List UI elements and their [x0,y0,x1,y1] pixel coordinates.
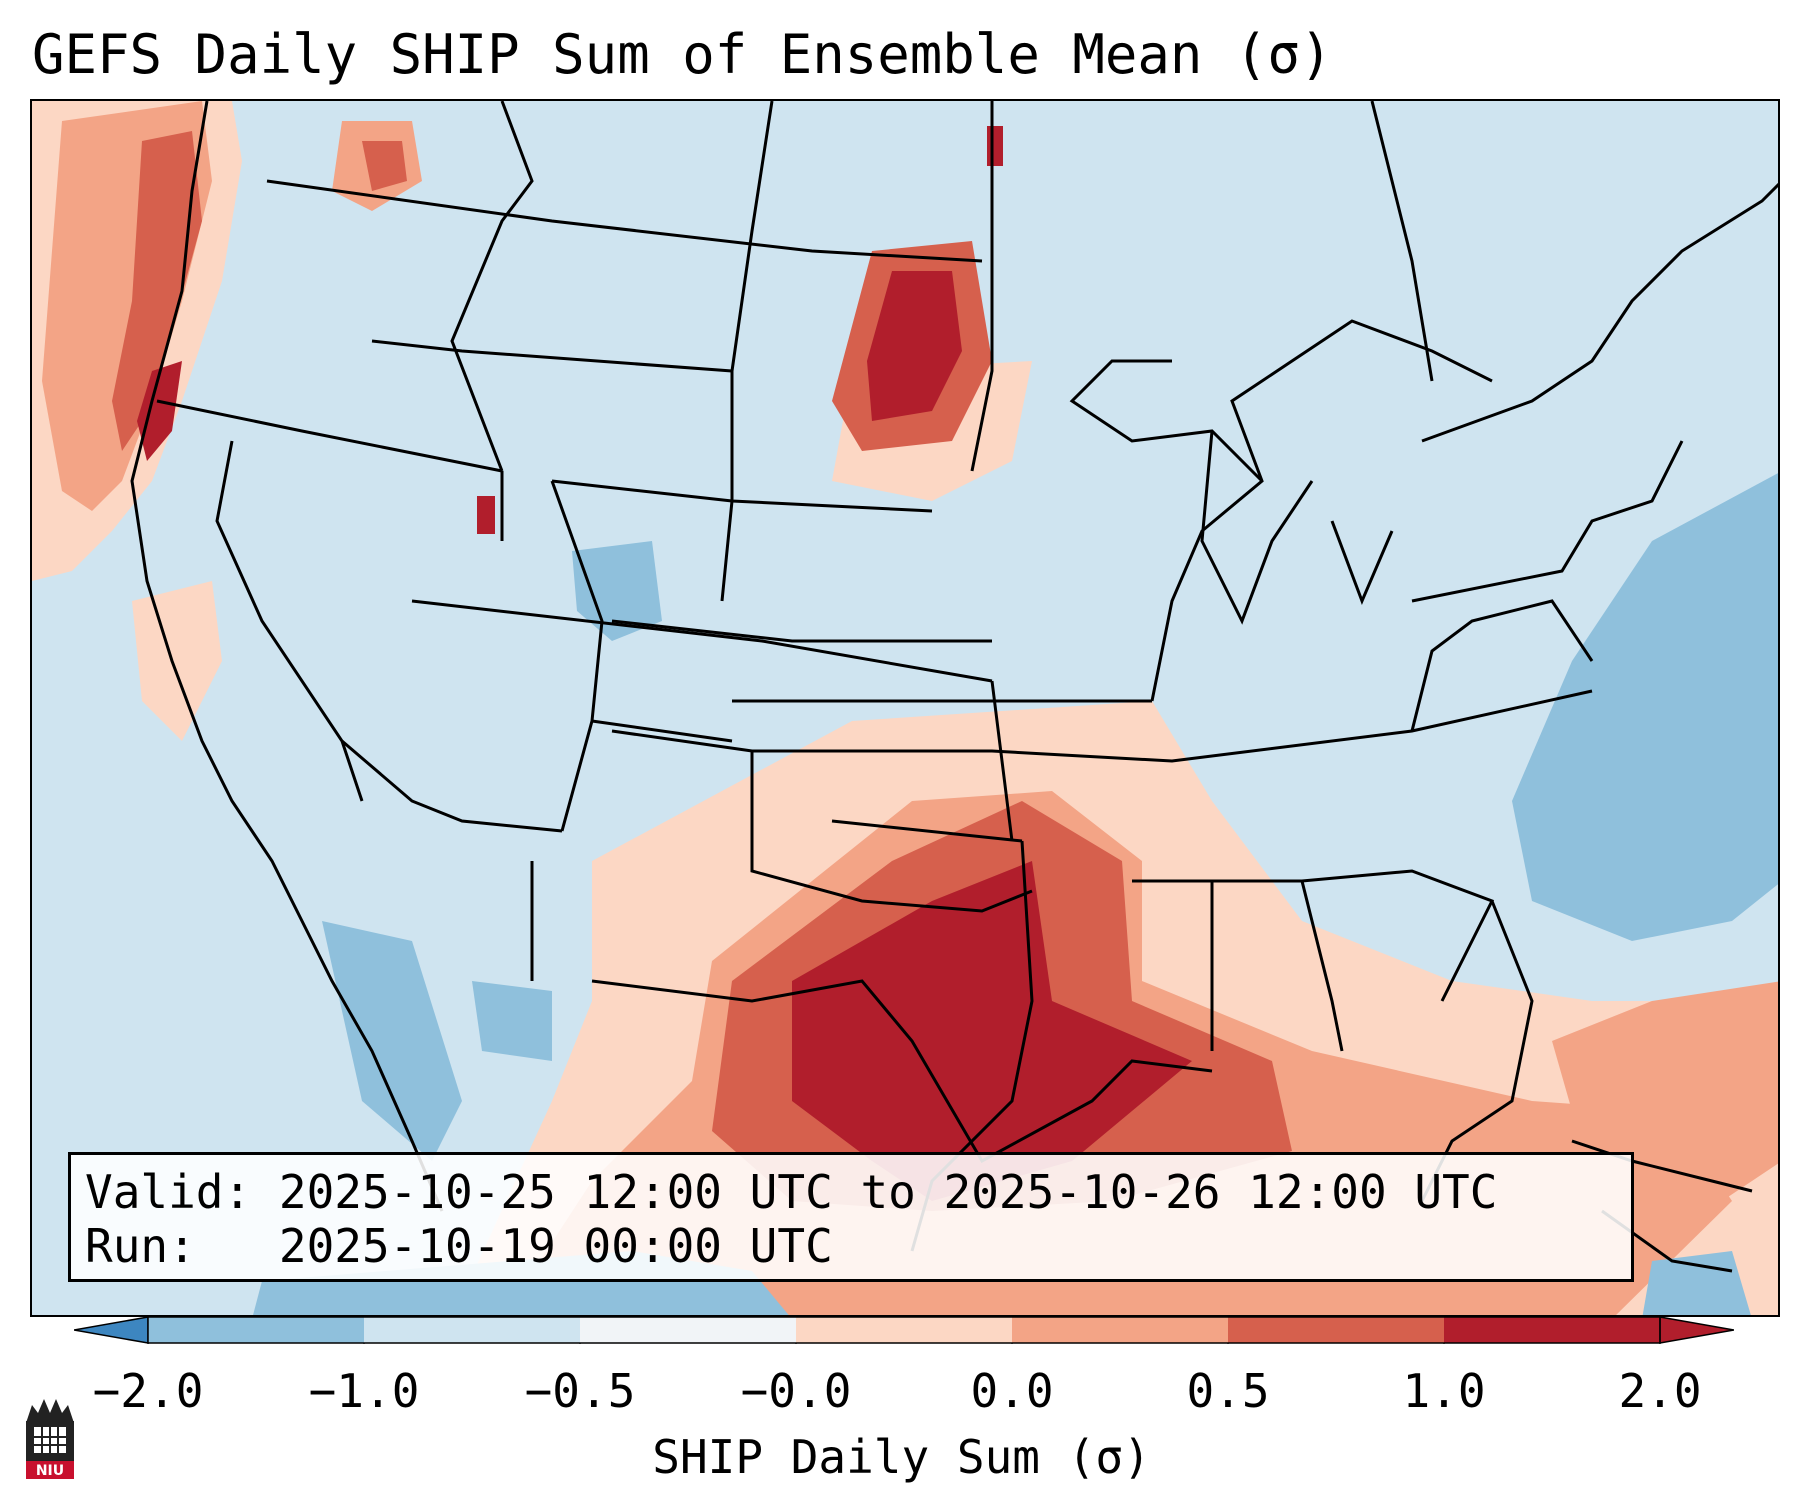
colorbar-frame [147,1316,1661,1344]
valid-run-info-box: Valid: 2025-10-25 12:00 UTC to 2025-10-2… [68,1152,1634,1282]
ship-anomaly-map [32,101,1778,1315]
colorbar-segment [796,1317,1012,1343]
colorbar [74,1316,1734,1344]
colorbar-tick-label: −0.0 [740,1364,852,1418]
colorbar-tick-label: −1.0 [308,1364,420,1418]
colorbar-tick-label: 0.0 [970,1364,1054,1418]
niu-logo-icon: NIU [26,1399,74,1479]
colorbar-tick-label: 0.5 [1186,1364,1270,1418]
colorbar-tick-label: −2.0 [92,1364,204,1418]
colorbar-segment [148,1317,364,1343]
colorbar-tick-label: −0.5 [524,1364,636,1418]
pacific-anomaly-field [32,101,422,741]
colorbar-tick-label: 1.0 [1402,1364,1486,1418]
map-panel [30,99,1780,1317]
colorbar-extend-max [1659,1316,1734,1344]
run-label: Run: [85,1219,196,1273]
north-plains-anomaly [477,126,1032,534]
colorbar-segment [1228,1317,1444,1343]
colorbar-tick-label: 2.0 [1618,1364,1702,1418]
valid-time-range: 2025-10-25 12:00 UTC to 2025-10-26 12:00… [278,1165,1498,1219]
state-borders [130,101,1778,1273]
map-title: GEFS Daily SHIP Sum of Ensemble Mean (σ) [32,23,1333,86]
colorbar-segment [1012,1317,1228,1343]
colorbar-segment [364,1317,580,1343]
colorbar-segment [1444,1317,1660,1343]
colorbar-segment [580,1317,796,1343]
colorbar-label: SHIP Daily Sum (σ) [652,1430,1151,1484]
niu-logo-text: NIU [36,1463,64,1479]
run-time: 2025-10-19 00:00 UTC [278,1219,833,1273]
colorbar-extend-min [74,1316,149,1344]
valid-label: Valid: [85,1165,252,1219]
